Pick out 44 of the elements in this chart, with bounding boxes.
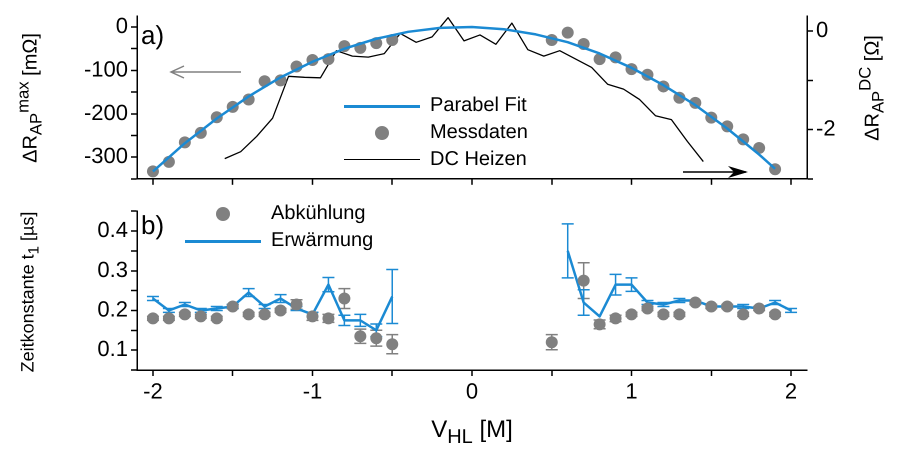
point bbox=[689, 296, 702, 309]
y2-tick-label: -2 bbox=[816, 116, 836, 141]
y2-tick-label: 0 bbox=[816, 17, 828, 42]
legend-label: Messdaten bbox=[430, 121, 528, 144]
point bbox=[626, 308, 638, 320]
x-tick-label: 2 bbox=[784, 378, 798, 404]
y-tick-label: 0.1 bbox=[97, 336, 128, 362]
point bbox=[721, 300, 734, 312]
x-tick-label: -2 bbox=[143, 378, 163, 404]
y-tick-label: 0.2 bbox=[97, 296, 128, 322]
legend-label: DC Heizen bbox=[430, 148, 527, 171]
y-tick-label: -300 bbox=[84, 143, 128, 168]
point bbox=[737, 308, 750, 320]
point bbox=[657, 308, 670, 320]
point bbox=[194, 310, 207, 322]
x-axis-title: V$_{HL}$ [M] bbox=[431, 416, 513, 449]
x-tick-label: 1 bbox=[625, 378, 638, 404]
point bbox=[162, 312, 175, 324]
point bbox=[705, 300, 718, 312]
point bbox=[146, 312, 159, 324]
legend-label: Abkühlung bbox=[271, 202, 366, 225]
point bbox=[562, 26, 574, 39]
point bbox=[274, 304, 287, 316]
point bbox=[258, 308, 271, 320]
point bbox=[242, 308, 255, 320]
annotation: a) bbox=[141, 20, 164, 50]
x-tick-label: 0 bbox=[466, 378, 478, 404]
x-tick-label: -1 bbox=[302, 378, 322, 404]
y-tick-label: -200 bbox=[84, 100, 128, 125]
point bbox=[210, 312, 223, 324]
point bbox=[753, 302, 766, 314]
legend-label: Erwärmung bbox=[271, 229, 374, 252]
point bbox=[641, 302, 654, 314]
y-tick-label: 0.3 bbox=[97, 256, 128, 282]
point bbox=[178, 308, 191, 320]
y-tick-label: 0 bbox=[116, 13, 128, 38]
y-tick-label: -100 bbox=[84, 56, 128, 82]
legend-label: Parabel Fit bbox=[430, 94, 527, 117]
annotation: b) bbox=[141, 210, 164, 240]
y-tick-label: 0.4 bbox=[97, 217, 128, 242]
point bbox=[673, 308, 686, 320]
point bbox=[769, 308, 782, 320]
point bbox=[226, 300, 239, 312]
point bbox=[578, 274, 590, 287]
